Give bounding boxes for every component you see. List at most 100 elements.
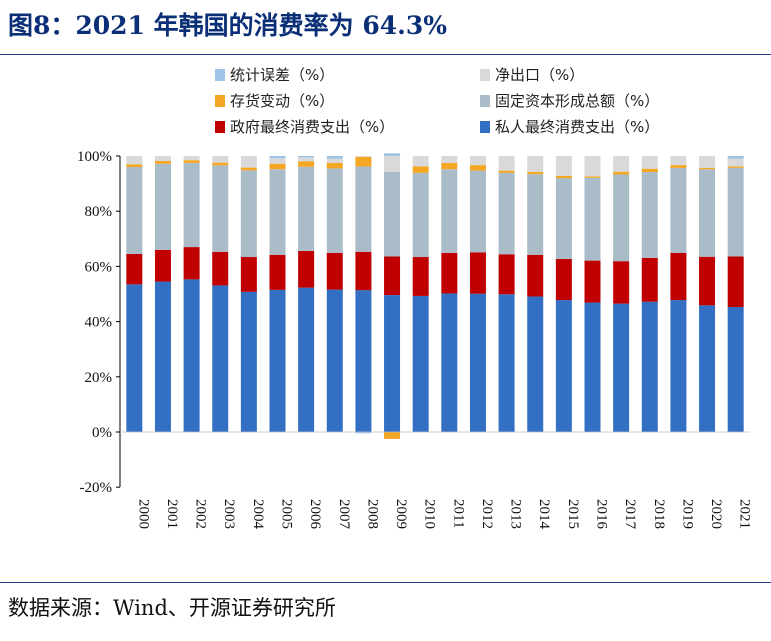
bar-segment (727, 156, 744, 159)
bar-segment (154, 281, 171, 432)
bar-segment (641, 168, 658, 173)
bar-segment (240, 291, 257, 432)
x-tick-label: 2015 (565, 499, 581, 529)
x-tick-label: 2021 (737, 499, 753, 529)
bar-segment (584, 176, 601, 178)
bar-segment (641, 257, 658, 302)
bar-segment (699, 167, 716, 170)
bar-segment (269, 169, 286, 255)
x-tick-label: 2014 (536, 499, 552, 530)
bar-segment (298, 156, 315, 158)
bar-segment (469, 165, 486, 171)
bar-segment (555, 258, 572, 301)
bar-segment (613, 261, 630, 304)
bar-segment (527, 172, 544, 175)
y-tick-label: -20% (80, 480, 113, 496)
bar-segment (670, 300, 687, 432)
x-tick-label: 2020 (708, 499, 724, 529)
bar-segment (469, 293, 486, 432)
bar-segment (240, 257, 257, 292)
bar-segment (412, 295, 429, 432)
bar-segment (670, 252, 687, 301)
bar-segment (441, 252, 458, 294)
bar-segment (527, 174, 544, 255)
bar-segment (498, 294, 515, 432)
bar-segment (298, 287, 315, 432)
bar-segment (469, 170, 486, 253)
bar-segment (670, 165, 687, 168)
legend-swatch (215, 94, 225, 107)
legend-label: 政府最终消费支出（%） (230, 118, 395, 136)
legend-item: 存货变动（%） (215, 90, 334, 111)
x-tick-label: 2004 (250, 499, 266, 530)
chart-title: 图8：2021 年韩国的消费率为 64.3% (8, 11, 448, 40)
bar-segment (298, 250, 315, 288)
bar-segment (298, 166, 315, 251)
bar-segment (384, 153, 401, 156)
bar-segment (727, 256, 744, 307)
bar-segment (527, 254, 544, 297)
legend-label: 存货变动（%） (230, 92, 335, 110)
footer-divider (0, 582, 771, 583)
bar-segment (441, 156, 458, 163)
source-note: 数据来源：Wind、开源证券研究所 (8, 596, 336, 620)
bar-segment (355, 166, 372, 252)
bar-segment (212, 251, 229, 286)
bar-segment (584, 302, 601, 432)
bar-segment (469, 252, 486, 294)
bar-segment (126, 167, 143, 254)
bar-segment (126, 156, 143, 165)
bar-segment (154, 156, 171, 161)
y-tick-label: 100% (77, 149, 112, 165)
bar-segment (269, 289, 286, 432)
x-tick-label: 2003 (221, 499, 237, 529)
bar-segment (326, 289, 343, 432)
x-tick-label: 2013 (508, 499, 524, 529)
bar-segment (326, 156, 343, 159)
bar-segment (355, 251, 372, 291)
bar-segment (441, 169, 458, 253)
y-tick-label: 40% (85, 315, 113, 331)
legend-item: 固定资本形成总额（%） (480, 90, 659, 111)
bar-segment (412, 166, 429, 173)
x-tick-label: 2005 (279, 499, 295, 529)
legend-label: 固定资本形成总额（%） (495, 92, 660, 110)
x-tick-label: 2000 (135, 499, 151, 529)
bar-segment (699, 305, 716, 432)
x-tick-label: 2016 (594, 499, 610, 530)
bar-segment (727, 306, 744, 432)
legend-label: 净出口（%） (495, 66, 585, 84)
x-tick-label: 2009 (393, 499, 409, 529)
bar-segment (412, 156, 429, 167)
bar-segment (727, 166, 744, 168)
y-tick-label: 60% (85, 259, 113, 275)
bar-segment (326, 162, 343, 169)
bar-segment (212, 162, 229, 166)
x-tick-label: 2008 (364, 499, 380, 529)
bar-segment (240, 170, 257, 258)
bar-segment (412, 257, 429, 296)
y-tick-label: 0% (92, 425, 112, 441)
bar-segment (298, 157, 315, 162)
y-tick-label: 20% (85, 370, 113, 386)
bar-segment (240, 156, 257, 168)
bar-segment (555, 178, 572, 259)
x-tick-label: 2001 (164, 499, 180, 529)
bar-segment (269, 163, 286, 170)
bar-segment (584, 177, 601, 261)
bar-segment (269, 156, 286, 159)
bar-segment (555, 300, 572, 432)
legend-swatch (215, 120, 225, 133)
legend-swatch (480, 68, 490, 81)
chart-plot: -20% 0% 20% 40% 60% 80% 100% 2000 2001 2002 2003 20… (77, 149, 753, 530)
bar-segment (355, 156, 372, 167)
x-tick-label: 2006 (307, 499, 323, 530)
bar-segment (384, 432, 401, 439)
bar-segment (355, 290, 372, 432)
x-tick-label: 2010 (422, 499, 438, 529)
bar-segment (498, 156, 515, 171)
bar-segment (154, 160, 171, 164)
legend-label: 私人最终消费支出（%） (495, 118, 660, 136)
x-tick-label: 2007 (336, 499, 352, 530)
bar-segment (527, 156, 544, 173)
